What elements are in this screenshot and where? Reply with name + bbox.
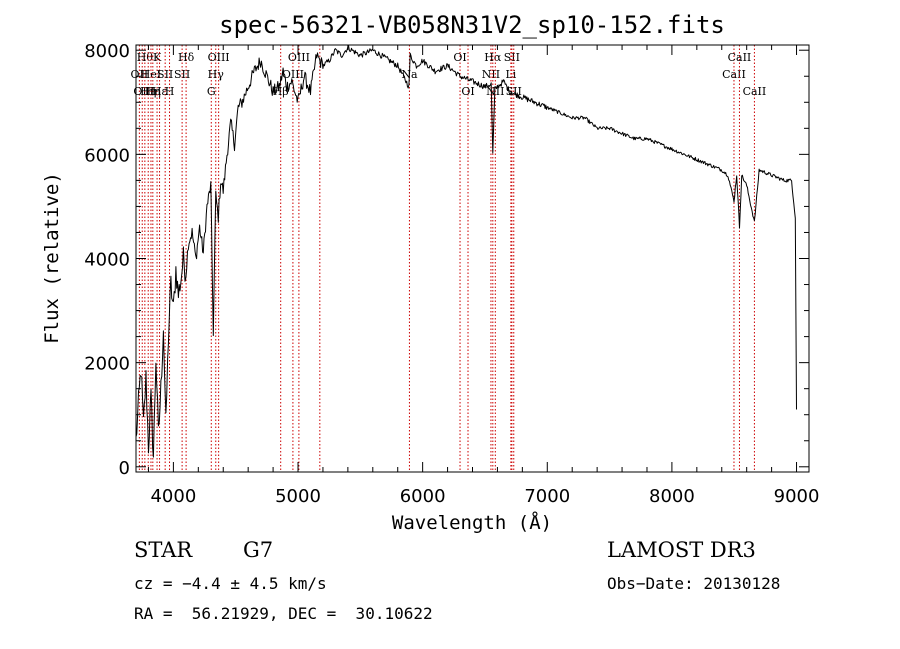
object-class: STAR bbox=[134, 538, 193, 562]
line-label: SII bbox=[157, 68, 173, 81]
line-label: OII bbox=[131, 68, 149, 81]
line-label: OIII bbox=[208, 51, 230, 64]
line-label: OI bbox=[453, 51, 466, 64]
line-label: NII bbox=[482, 68, 500, 81]
line-label: OII bbox=[133, 85, 151, 98]
line-label: Hθ bbox=[137, 51, 154, 64]
line-label: H bbox=[165, 85, 175, 98]
line-label: SII bbox=[174, 68, 190, 81]
y-tick-label: 2000 bbox=[84, 354, 130, 375]
line-label: Hα bbox=[484, 51, 502, 64]
line-label: G bbox=[207, 85, 216, 98]
line-label: Hη bbox=[140, 85, 156, 98]
line-label: Hε bbox=[152, 85, 168, 98]
line-label: K bbox=[153, 51, 162, 64]
line-label: OIII bbox=[288, 51, 310, 64]
line-label: Li bbox=[505, 68, 516, 81]
axes bbox=[135, 44, 810, 473]
x-tick-label: 6000 bbox=[400, 486, 446, 507]
line-label: NII bbox=[486, 85, 504, 98]
coordinates: RA = 56.21929, DEC = 30.10622 bbox=[134, 604, 433, 623]
line-label: OI bbox=[461, 85, 474, 98]
x-tick-label: 5000 bbox=[275, 486, 321, 507]
line-label: HeI bbox=[141, 68, 161, 81]
line-label: SII bbox=[504, 51, 520, 64]
line-label: CaII bbox=[722, 68, 746, 81]
survey-name: LAMOST DR3 bbox=[607, 538, 756, 562]
y-tick-label: 0 bbox=[119, 458, 130, 479]
y-tick-label: 4000 bbox=[84, 250, 130, 271]
y-axis-label: Flux (relative) bbox=[41, 172, 63, 344]
line-label: Hδ bbox=[178, 51, 195, 64]
line-label: Hγ bbox=[208, 68, 225, 81]
line-label: CaII bbox=[743, 85, 767, 98]
x-tick-label: 9000 bbox=[774, 486, 820, 507]
x-axis-label: Wavelength (Å) bbox=[392, 511, 552, 534]
redshift-cz: cz = −4.4 ± 4.5 km/s bbox=[134, 574, 327, 593]
plot-frame bbox=[135, 44, 810, 473]
spectrum-chart: spec-56321-VB058N31V2_sp10-152.fits OII O… bbox=[41, 11, 819, 534]
line-label: CaII bbox=[728, 51, 752, 64]
ticks: 4000 5000 6000 7000 8000 9000 0 2000 4000 6000 800… bbox=[84, 41, 819, 507]
y-tick-label: 8000 bbox=[84, 41, 130, 62]
object-subclass: G7 bbox=[243, 538, 274, 562]
y-tick-label: 6000 bbox=[84, 145, 130, 166]
x-tick-label: 8000 bbox=[649, 486, 695, 507]
x-tick-label: 7000 bbox=[524, 486, 570, 507]
spectral-lines: OIIOIIHθHηHeIHηKHεSIIHSIIHδGHγOIIIHβOIII… bbox=[131, 45, 767, 472]
spectrum bbox=[135, 45, 797, 458]
x-tick-label: 4000 bbox=[150, 486, 196, 507]
observation-date: Obs−Date: 20130128 bbox=[607, 574, 781, 593]
chart-title: spec-56321-VB058N31V2_sp10-152.fits bbox=[219, 11, 725, 39]
spectrum-line bbox=[135, 45, 797, 458]
